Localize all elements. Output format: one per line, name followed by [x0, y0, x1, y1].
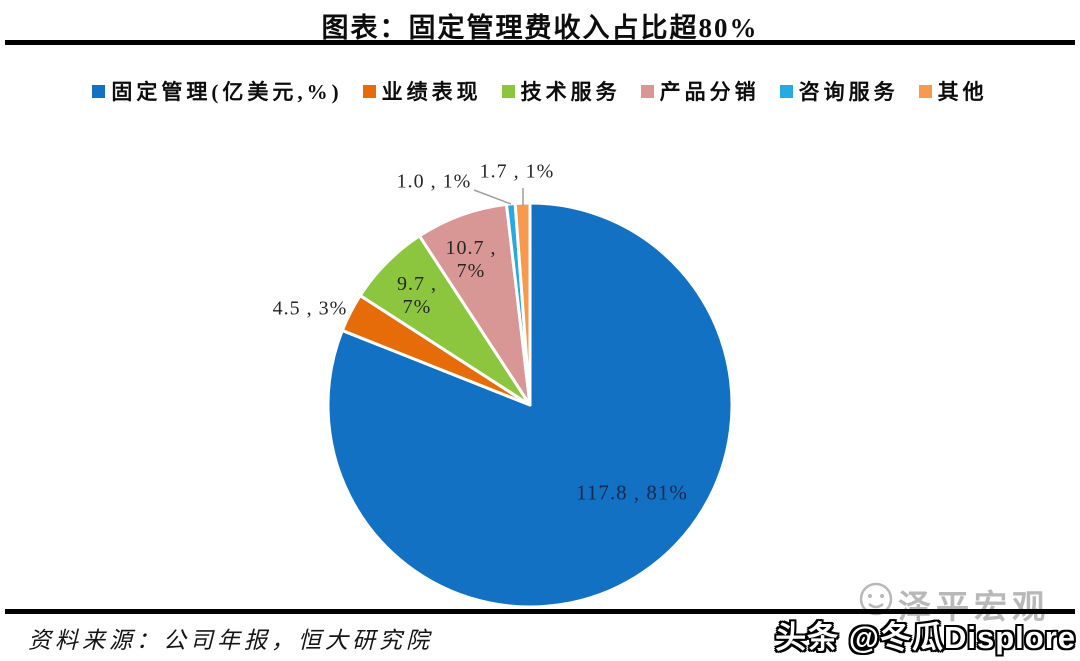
- smiley-face-icon: [859, 582, 893, 616]
- legend-swatch-icon: [362, 84, 376, 98]
- legend-item-fixed-management: 固定管理(亿美元,%): [92, 76, 342, 106]
- chart-title: 图表：固定管理费收入占比超80%: [321, 13, 759, 43]
- legend-label: 业绩表现: [381, 80, 482, 104]
- zeping-macro-watermark: 泽平宏观: [858, 580, 1050, 628]
- data-label-performance: 4.5 , 3%: [272, 297, 348, 320]
- legend-label: 其他: [937, 80, 988, 104]
- toutiao-author-watermark: 头条 @冬瓜Displore: [775, 620, 1076, 655]
- legend-swatch-icon: [640, 84, 654, 98]
- data-label-fixed-management: 117.8 , 81%: [576, 480, 688, 505]
- data-label-consulting-service: 1.0 , 1%: [396, 170, 472, 193]
- legend-label: 技术服务: [520, 80, 621, 104]
- watermark-logo-text: 泽平宏观: [898, 590, 1050, 626]
- legend-label: 咨询服务: [798, 80, 899, 104]
- data-label-product-distribution: 10.7 , 7%: [445, 237, 497, 282]
- data-label-tech-service: 9.7 , 7%: [397, 273, 437, 318]
- legend-item-tech-service: 技术服务: [501, 76, 621, 106]
- legend-item-consulting-service: 咨询服务: [779, 76, 899, 106]
- legend-label: 产品分销: [659, 80, 760, 104]
- leader-line-consulting: [473, 189, 512, 205]
- chart-legend: 固定管理(亿美元,%) 业绩表现 技术服务 产品分销 咨询服务 其他: [0, 76, 1080, 106]
- legend-item-performance: 业绩表现: [362, 76, 482, 106]
- data-label-other: 1.7 , 1%: [479, 160, 555, 183]
- legend-swatch-icon: [918, 84, 932, 98]
- legend-swatch-icon: [779, 84, 793, 98]
- legend-item-other: 其他: [918, 76, 988, 106]
- legend-swatch-icon: [92, 84, 106, 98]
- top-divider-line: [5, 40, 1075, 45]
- bottom-divider-line: [5, 609, 1075, 614]
- legend-swatch-icon: [501, 84, 515, 98]
- legend-item-product-distribution: 产品分销: [640, 76, 760, 106]
- source-note: 资料来源：公司年报，恒大研究院: [28, 628, 433, 653]
- legend-label: 固定管理(亿美元,%): [111, 80, 343, 104]
